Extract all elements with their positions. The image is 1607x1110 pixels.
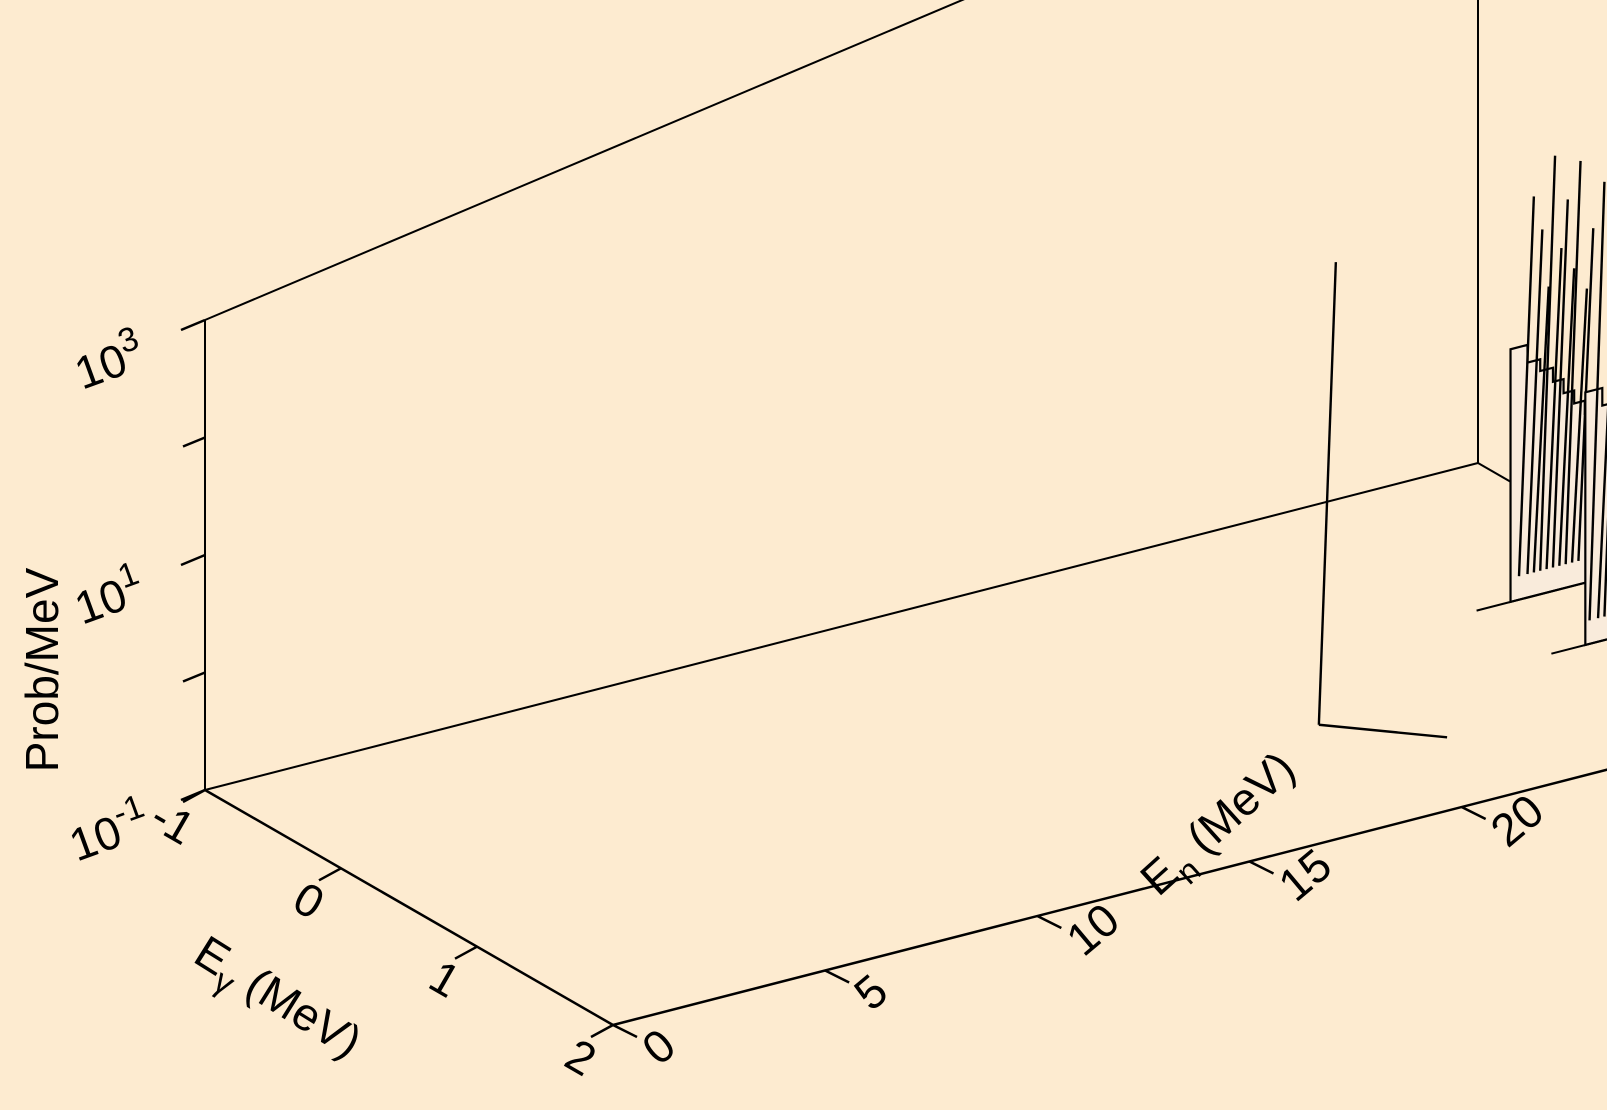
ey-tick-label: -1	[142, 789, 203, 854]
en-tick-label: 5	[844, 964, 897, 1020]
ey-tick-label: 0	[285, 872, 333, 930]
lone-spike-base	[1318, 723, 1448, 739]
ridge-spike	[1526, 229, 1544, 575]
ridge-spike	[1564, 160, 1582, 565]
en-tick-label: 15	[1269, 838, 1342, 911]
en-axis-line	[612, 768, 1607, 1027]
ridge-spike	[1551, 199, 1570, 568]
ridge-baseline	[1476, 576, 1607, 612]
ridge-1	[1551, 181, 1607, 655]
ey-axis-label: Eγ (MeV)	[181, 925, 371, 1076]
ey-tick	[590, 1023, 614, 1039]
z-tick-label: 10-1	[60, 787, 157, 871]
ey-tick	[454, 945, 478, 960]
ridge-spike	[1588, 181, 1606, 621]
ey-axis-line	[204, 788, 614, 1027]
en-tick-label: 20	[1481, 784, 1554, 857]
ridge-spike	[1539, 155, 1557, 571]
en-tick-label: 0	[632, 1018, 685, 1074]
ridge-spike	[1596, 406, 1607, 619]
ey-tick	[318, 867, 342, 882]
ridge-spike	[1558, 268, 1576, 566]
ridge-spike	[1517, 196, 1536, 577]
z-tick	[180, 788, 206, 802]
en-tick	[612, 1023, 638, 1039]
back-top-edge	[204, 0, 965, 321]
en-tick	[1461, 805, 1487, 821]
back-bottom-edge	[204, 462, 1479, 791]
ridge-spike	[1545, 248, 1563, 570]
ridge-spike	[1532, 286, 1550, 573]
ey-tick-label: 1	[421, 950, 469, 1008]
ridge-spike	[1570, 288, 1589, 563]
en-tick	[1248, 860, 1275, 875]
z-tick-label: 101	[65, 554, 151, 634]
z-tick-label: 103	[65, 319, 151, 399]
z-minor-tick	[182, 671, 206, 683]
data-ridges	[1317, 155, 1607, 739]
ridge-0	[1476, 155, 1607, 612]
en-tick	[1036, 914, 1062, 930]
en-tick-label: 10	[1056, 893, 1129, 966]
z-tick	[180, 318, 206, 332]
lone-spike	[1317, 262, 1338, 725]
ey-tick-label: 2	[557, 1028, 605, 1086]
z-axis-label: Prob/MeV	[16, 567, 68, 772]
ridge-baseline	[1551, 638, 1607, 655]
z-minor-tick	[182, 436, 206, 448]
axes-frame	[180, 0, 1607, 1039]
en-tick	[824, 969, 850, 984]
z-tick	[180, 553, 206, 567]
